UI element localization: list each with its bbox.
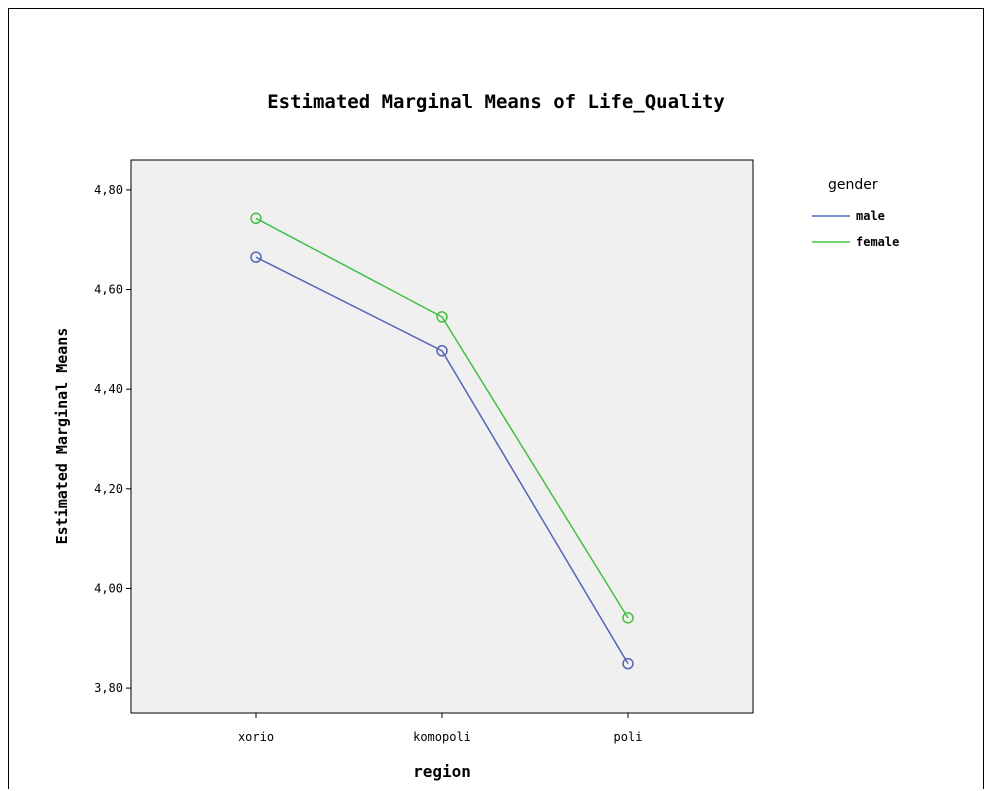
data-point-female (250, 212, 262, 225)
chart-title: Estimated Marginal Means of Life_Quality (267, 91, 725, 113)
legend-label-male: male (856, 209, 885, 223)
legend-title: gender (828, 177, 878, 193)
y-tick-label: 4,40 (94, 382, 123, 396)
series-line-male (255, 256, 629, 665)
data-point-female (436, 311, 448, 323)
x-tick-label: poli (614, 730, 643, 744)
series-layer (250, 212, 634, 670)
data-point-male (622, 657, 634, 670)
x-axis: xorio komopoli poli (238, 713, 643, 744)
x-tick-label: xorio (238, 730, 274, 744)
y-tick-label: 4,80 (94, 183, 123, 197)
y-tick-label: 3,80 (94, 681, 123, 695)
data-point-male (436, 345, 448, 357)
legend: gender male female (812, 177, 899, 249)
data-point-female (622, 612, 634, 624)
x-tick-label: komopoli (413, 730, 471, 744)
x-axis-label: region (413, 762, 471, 781)
data-point-male (250, 251, 262, 263)
y-tick-label: 4,20 (94, 482, 123, 496)
y-tick-label: 4,60 (94, 283, 123, 297)
y-tick-label: 4,00 (94, 581, 123, 595)
y-axis: 3,80 4,00 4,20 4,40 4,60 4,80 (94, 183, 131, 695)
y-axis-label: Estimated Marginal Means (53, 328, 71, 545)
plot-area (130, 159, 754, 714)
series-line-female (255, 217, 629, 619)
legend-label-female: female (856, 235, 899, 249)
